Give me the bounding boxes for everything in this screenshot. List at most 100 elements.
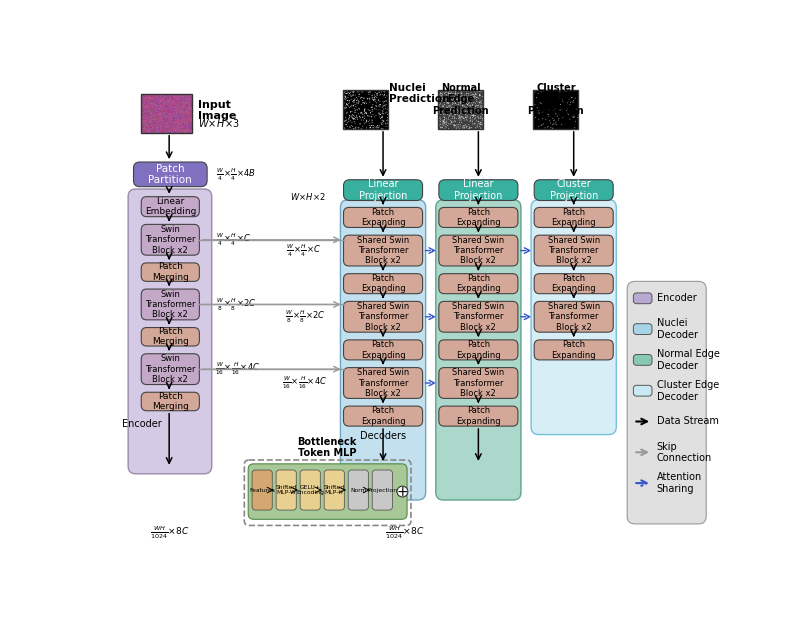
Text: Patch
Expanding: Patch Expanding <box>456 274 501 293</box>
FancyBboxPatch shape <box>343 340 423 360</box>
Text: Patch
Expanding: Patch Expanding <box>361 340 406 359</box>
FancyBboxPatch shape <box>439 274 518 294</box>
FancyBboxPatch shape <box>343 208 423 227</box>
Text: Data Stream: Data Stream <box>656 416 719 426</box>
FancyBboxPatch shape <box>634 324 652 334</box>
Text: Patch
Expanding: Patch Expanding <box>456 340 501 359</box>
Text: Shared Swin
Transformer
Block x2: Shared Swin Transformer Block x2 <box>357 302 409 332</box>
Text: Shared Swin
Transformer
Block x2: Shared Swin Transformer Block x2 <box>548 236 600 266</box>
FancyBboxPatch shape <box>343 180 423 201</box>
FancyBboxPatch shape <box>300 470 320 510</box>
FancyBboxPatch shape <box>141 263 200 281</box>
FancyBboxPatch shape <box>141 392 200 411</box>
Text: Patch
Expanding: Patch Expanding <box>361 274 406 293</box>
FancyBboxPatch shape <box>133 162 208 187</box>
FancyBboxPatch shape <box>534 235 613 266</box>
Text: Patch
Expanding: Patch Expanding <box>456 406 501 426</box>
Text: Patch
Expanding: Patch Expanding <box>361 406 406 426</box>
Text: Features: Features <box>249 488 275 492</box>
FancyBboxPatch shape <box>252 470 272 510</box>
Text: $\frac{W}{4}\!\times\!\frac{H}{4}\!\times\!C$: $\frac{W}{4}\!\times\!\frac{H}{4}\!\time… <box>286 242 321 259</box>
Text: $\frac{WH}{1024}\!\times\!8C$: $\frac{WH}{1024}\!\times\!8C$ <box>385 525 424 541</box>
Bar <box>533 91 578 129</box>
Text: Decoders: Decoders <box>360 431 406 441</box>
FancyBboxPatch shape <box>324 470 344 510</box>
Text: Shared Swin
Transformer
Block x2: Shared Swin Transformer Block x2 <box>357 368 409 398</box>
Text: Attention
Sharing: Attention Sharing <box>656 472 702 494</box>
FancyBboxPatch shape <box>634 293 652 304</box>
Text: Input
Image: Input Image <box>198 99 236 121</box>
FancyBboxPatch shape <box>439 406 518 426</box>
Text: Encoder: Encoder <box>656 293 697 303</box>
Text: Shifted
MLP-W: Shifted MLP-W <box>275 484 297 496</box>
Text: Shifted
MLP-H: Shifted MLP-H <box>323 484 345 496</box>
Bar <box>438 91 483 129</box>
Text: Linear
Embedding: Linear Embedding <box>144 197 196 216</box>
FancyBboxPatch shape <box>439 180 518 201</box>
FancyBboxPatch shape <box>439 235 518 266</box>
FancyBboxPatch shape <box>141 354 200 384</box>
FancyBboxPatch shape <box>439 368 518 398</box>
Text: Patch
Expanding: Patch Expanding <box>456 208 501 227</box>
Text: Cluster
Projection: Cluster Projection <box>549 179 598 201</box>
Text: Shared Swin
Transformer
Block x2: Shared Swin Transformer Block x2 <box>357 236 409 266</box>
Text: $\frac{W}{8}\!\times\!\frac{H}{8}\!\times\!2C$: $\frac{W}{8}\!\times\!\frac{H}{8}\!\time… <box>285 309 325 325</box>
FancyBboxPatch shape <box>141 328 200 346</box>
FancyBboxPatch shape <box>534 274 613 294</box>
FancyBboxPatch shape <box>372 470 392 510</box>
FancyBboxPatch shape <box>531 200 616 434</box>
FancyBboxPatch shape <box>343 368 423 398</box>
Text: Cluster
Edge
Prediction: Cluster Edge Prediction <box>528 82 584 116</box>
Text: Patch
Merging: Patch Merging <box>151 262 189 282</box>
FancyBboxPatch shape <box>141 224 200 255</box>
Text: +: + <box>397 484 408 499</box>
Text: $\frac{W}{4}\!\times\!\frac{H}{4}\!\times\!C$: $\frac{W}{4}\!\times\!\frac{H}{4}\!\time… <box>216 232 252 248</box>
FancyBboxPatch shape <box>534 301 613 332</box>
Text: $W\!\times\!H\!\times\!2$: $W\!\times\!H\!\times\!2$ <box>290 191 326 202</box>
FancyBboxPatch shape <box>348 470 368 510</box>
Bar <box>342 91 387 129</box>
FancyBboxPatch shape <box>276 470 296 510</box>
Text: Patch
Expanding: Patch Expanding <box>552 208 596 227</box>
Text: Cluster Edge
Decoder: Cluster Edge Decoder <box>656 380 719 401</box>
Text: Shared Swin
Transformer
Block x2: Shared Swin Transformer Block x2 <box>452 368 504 398</box>
FancyBboxPatch shape <box>340 200 426 500</box>
Text: Norm: Norm <box>350 488 367 492</box>
FancyBboxPatch shape <box>634 385 652 396</box>
Text: $\frac{W}{16}\!\times\!\frac{H}{16}\!\times\!4C$: $\frac{W}{16}\!\times\!\frac{H}{16}\!\ti… <box>282 375 327 391</box>
FancyBboxPatch shape <box>439 340 518 360</box>
Text: Nuclei
Decoder: Nuclei Decoder <box>656 318 697 340</box>
Text: GELU+
Encoding: GELU+ Encoding <box>296 484 324 496</box>
Text: Shared Swin
Transformer
Block x2: Shared Swin Transformer Block x2 <box>548 302 600 332</box>
FancyBboxPatch shape <box>141 289 200 320</box>
FancyBboxPatch shape <box>343 406 423 426</box>
Text: $\frac{W}{4}\!\times\!\frac{H}{4}\!\times\!4B$: $\frac{W}{4}\!\times\!\frac{H}{4}\!\time… <box>216 167 256 183</box>
Text: Projection: Projection <box>367 488 398 492</box>
FancyBboxPatch shape <box>634 354 652 365</box>
Text: $\frac{W}{16}\!\times\!\frac{H}{16}\!\times\!4C$: $\frac{W}{16}\!\times\!\frac{H}{16}\!\ti… <box>215 361 260 378</box>
Text: Normal Edge
Decoder: Normal Edge Decoder <box>656 349 720 371</box>
Bar <box>141 94 192 132</box>
Text: Normal
Edge
Prediction: Normal Edge Prediction <box>432 82 489 116</box>
FancyBboxPatch shape <box>439 208 518 227</box>
Text: Shared Swin
Transformer
Block x2: Shared Swin Transformer Block x2 <box>452 236 504 266</box>
FancyBboxPatch shape <box>343 235 423 266</box>
Text: Skip
Connection: Skip Connection <box>656 441 712 463</box>
Text: $\frac{WH}{1024}\!\times\!8C$: $\frac{WH}{1024}\!\times\!8C$ <box>150 525 189 541</box>
Text: Linear
Projection: Linear Projection <box>359 179 407 201</box>
Text: Encoder: Encoder <box>122 419 162 429</box>
Text: $\frac{W}{8}\!\times\!\frac{H}{8}\!\times\!2C$: $\frac{W}{8}\!\times\!\frac{H}{8}\!\time… <box>216 296 257 312</box>
Text: Swin
Transformer
Block x2: Swin Transformer Block x2 <box>145 289 196 319</box>
Text: Bottleneck
Token MLP: Bottleneck Token MLP <box>297 437 357 459</box>
Text: Swin
Transformer
Block x2: Swin Transformer Block x2 <box>145 225 196 254</box>
FancyBboxPatch shape <box>439 301 518 332</box>
FancyBboxPatch shape <box>343 274 423 294</box>
FancyBboxPatch shape <box>534 180 613 201</box>
Text: Patch
Expanding: Patch Expanding <box>552 274 596 293</box>
Text: Patch
Merging: Patch Merging <box>151 327 189 346</box>
FancyBboxPatch shape <box>627 281 706 524</box>
Text: Shared Swin
Transformer
Block x2: Shared Swin Transformer Block x2 <box>452 302 504 332</box>
Circle shape <box>397 486 408 497</box>
FancyBboxPatch shape <box>141 197 200 217</box>
FancyBboxPatch shape <box>249 464 407 519</box>
